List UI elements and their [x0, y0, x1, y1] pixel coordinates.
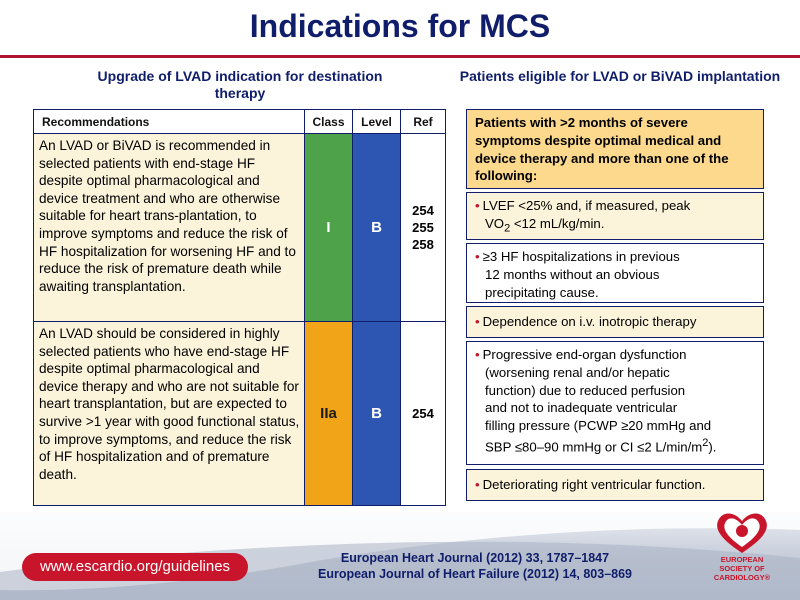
reference-number: 254 [412, 203, 434, 218]
criterion-item: • Progressive end-organ dysfunction (wors… [466, 341, 764, 465]
bullet-icon: • [475, 249, 480, 264]
criterion-text-cont: and not to inadequate ventricular [485, 400, 678, 416]
class-badge: IIa [304, 321, 353, 506]
class-badge: I [304, 133, 353, 322]
criterion-text-cont: VO2 <12 mL/kg/min. [485, 215, 605, 235]
recommendation-text: An LVAD or BiVAD is recommended in selec… [33, 133, 305, 322]
table-row: An LVAD should be considered in highly s… [33, 321, 446, 506]
reference-cell: 254 [400, 321, 446, 506]
reference-cell: 254 255 258 [400, 133, 446, 322]
citation-ehj: European Heart Journal (2012) 33, 1787–1… [340, 551, 610, 565]
criterion-item: • LVEF <25% and, if measured, peak VO2 <1… [466, 192, 764, 240]
recommendations-table: Recommendations Class Level Ref An LVAD … [33, 109, 446, 506]
criterion-text: Progressive end-organ dysfunction [482, 347, 687, 362]
bullet-icon: • [475, 314, 480, 329]
criterion-text-cont: (worsening renal and/or hepatic [485, 364, 670, 380]
guidelines-link[interactable]: www.escardio.org/guidelines [22, 553, 248, 581]
criterion-text: LVEF <25% and, if measured, peak [482, 198, 691, 213]
criterion-item: • Deteriorating right ventricular functio… [466, 469, 764, 501]
esc-heart-logo-icon [717, 513, 767, 553]
criteria-header: Patients with >2 months of severe sympto… [466, 109, 764, 189]
reference-number: 255 [412, 220, 434, 235]
reference-number: 254 [412, 406, 434, 421]
bullet-icon: • [475, 477, 480, 492]
column-header-recommendations: Recommendations [33, 109, 305, 134]
criterion-text-cont: filling pressure (PCWP ≥20 mmHg and [485, 418, 712, 434]
criterion-item: • ≥3 HF hospitalizations in previous 12 m… [466, 243, 764, 303]
criterion-text-cont: SBP ≤80–90 mmHg or CI ≤2 L/min/m2). [485, 436, 717, 455]
criterion-text-cont: precipitating cause. [485, 284, 599, 300]
reference-number: 258 [412, 237, 434, 252]
bullet-icon: • [475, 198, 480, 213]
title-divider [0, 55, 800, 58]
criterion-text: Deteriorating right ventricular function… [482, 477, 706, 492]
column-header-class: Class [304, 109, 353, 134]
level-badge: B [352, 133, 401, 322]
criterion-text-cont: 12 months without an obvious [485, 266, 660, 282]
recommendation-text: An LVAD should be considered in highly s… [33, 321, 305, 506]
right-section-heading: Patients eligible for LVAD or BiVAD impl… [459, 68, 781, 84]
left-section-heading: Upgrade of LVAD indication for destinati… [97, 68, 383, 101]
criterion-text: ≥3 HF hospitalizations in previous [482, 249, 680, 264]
column-header-ref: Ref [400, 109, 446, 134]
level-badge: B [352, 321, 401, 506]
esc-logo-text: EUROPEAN SOCIETY OF CARDIOLOGY® [713, 555, 771, 582]
table-row: An LVAD or BiVAD is recommended in selec… [33, 133, 446, 322]
bullet-icon: • [475, 347, 480, 362]
citation-ejhf: European Journal of Heart Failure (2012)… [317, 567, 633, 581]
column-header-level: Level [352, 109, 401, 134]
criterion-item: • Dependence on i.v. inotropic therapy [466, 306, 764, 338]
criterion-text: Dependence on i.v. inotropic therapy [482, 314, 697, 329]
table-header-row: Recommendations Class Level Ref [33, 109, 446, 134]
criterion-text-cont: function) due to reduced perfusion [485, 382, 686, 398]
slide-title: Indications for MCS [249, 8, 551, 44]
